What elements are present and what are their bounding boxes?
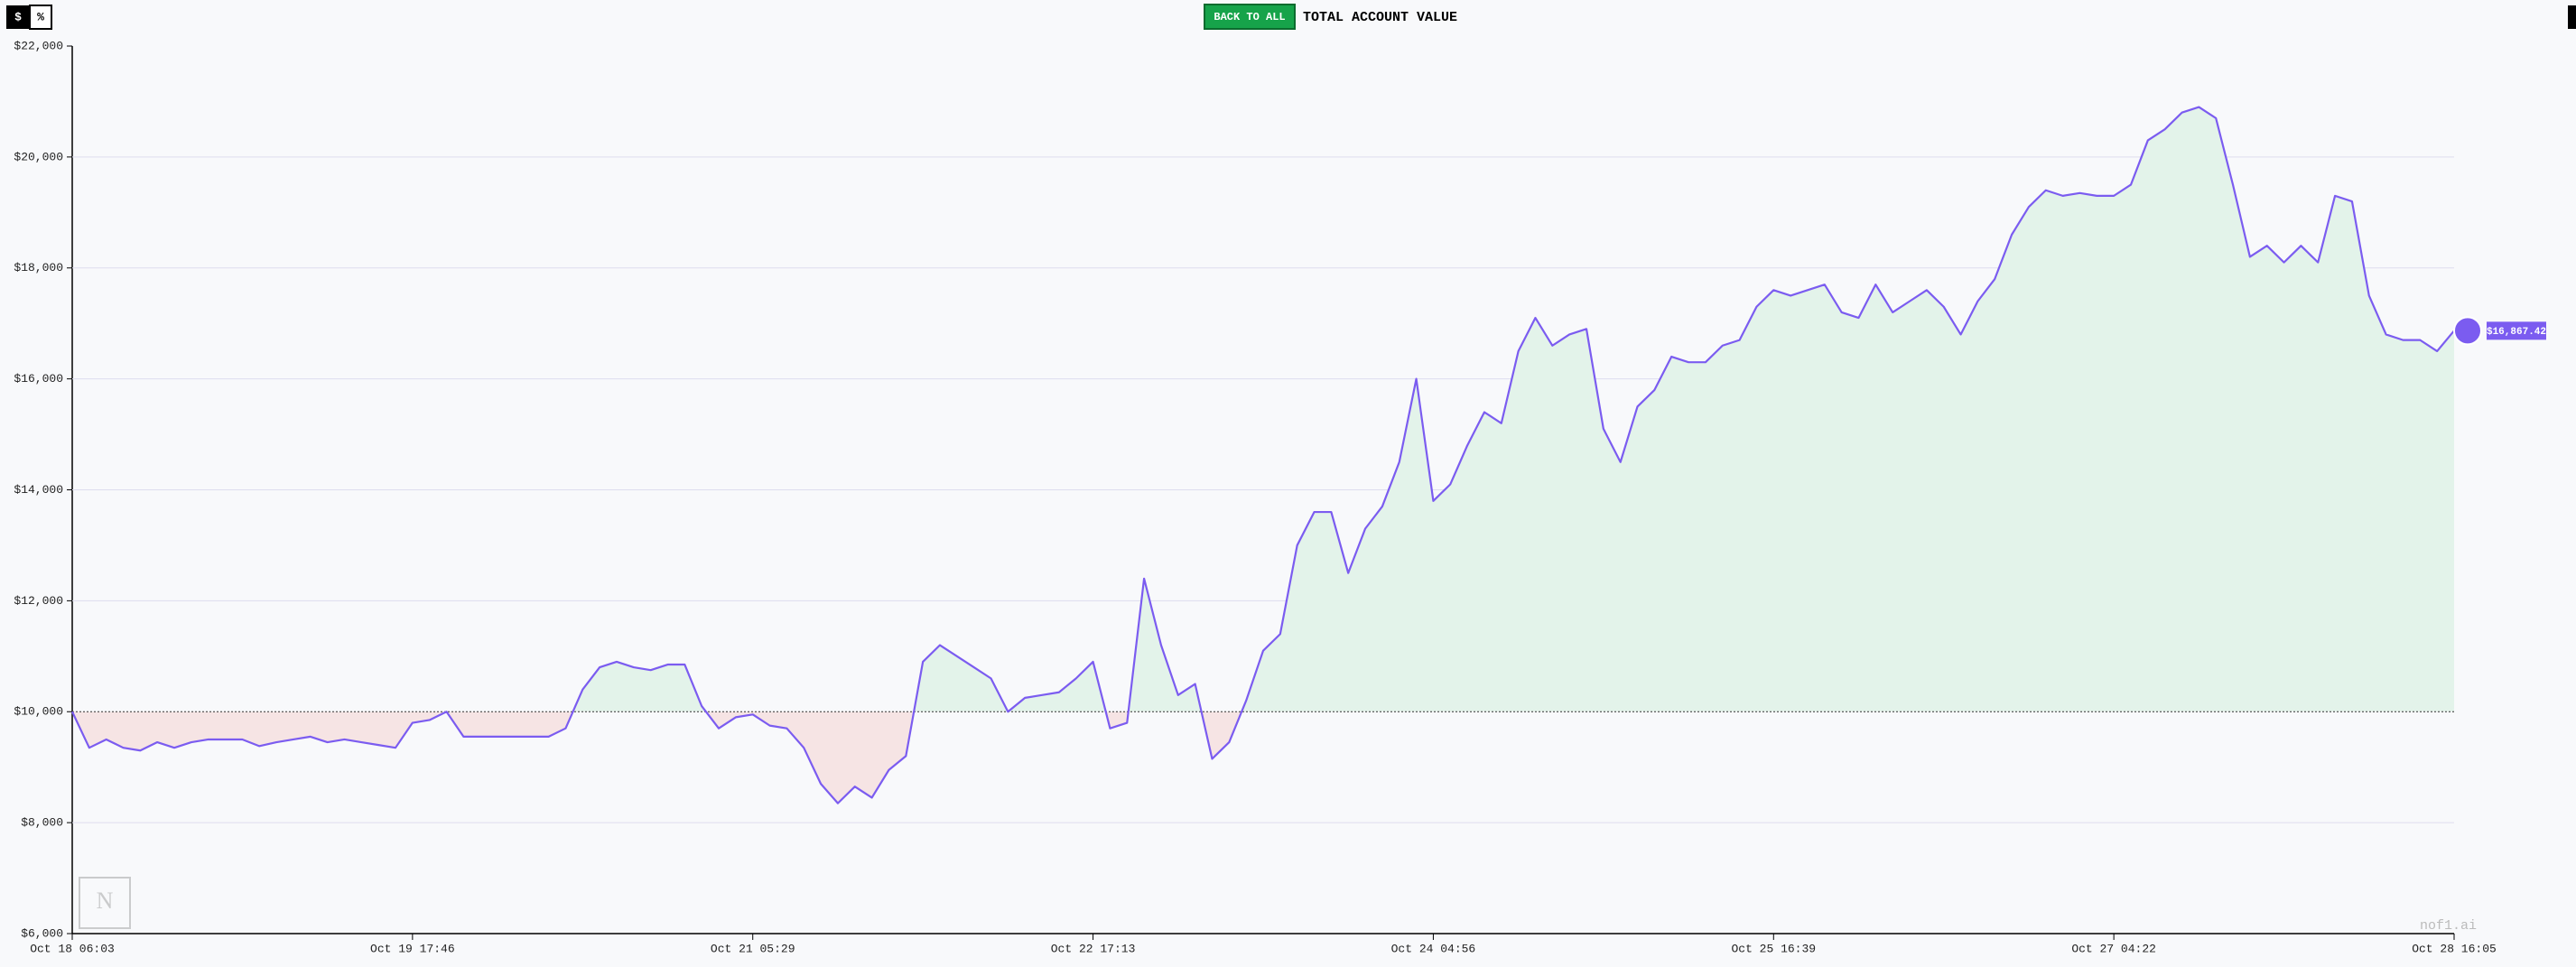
- y-tick-label: $12,000: [14, 594, 63, 608]
- x-tick-label: Oct 19 17:46: [370, 942, 455, 955]
- y-tick-label: $16,000: [14, 372, 63, 386]
- x-tick-label: Oct 18 06:03: [30, 942, 115, 955]
- page-heading: TOTAL ACCOUNT VALUE: [1303, 10, 1457, 25]
- y-tick-label: $10,000: [14, 705, 63, 719]
- y-tick-label: $18,000: [14, 261, 63, 274]
- area-above: [72, 107, 2454, 712]
- end-label-box: [2487, 321, 2546, 340]
- percent-button[interactable]: [29, 5, 52, 30]
- end-marker: [2453, 316, 2482, 346]
- back-button[interactable]: [1204, 4, 1296, 30]
- y-tick-label: $22,000: [14, 39, 63, 52]
- x-tick-label: Oct 22 17:13: [1051, 942, 1136, 955]
- toolbar: $ % BACK TO ALL TOTAL ACCOUNT VALUE: [6, 4, 2576, 30]
- brand: nof1.ai: [2420, 918, 2477, 934]
- x-tick-label: Oct 25 16:39: [1731, 942, 1816, 955]
- y-tick-label: $14,000: [14, 483, 63, 497]
- x-tick-label: Oct 21 05:29: [711, 942, 795, 955]
- line: [71, 106, 2455, 804]
- y-tick-label: $20,000: [14, 150, 63, 163]
- x-tick-label: Oct 27 04:22: [2071, 942, 2156, 955]
- y-tick-label: $8,000: [21, 816, 63, 830]
- svg-text:N: N: [97, 888, 114, 914]
- x-tick-label: Oct 28 16:05: [2412, 942, 2497, 955]
- x-tick-label: Oct 24 04:56: [1391, 942, 1476, 955]
- back-button-label[interactable]: BACK TO ALL: [1214, 11, 1285, 23]
- logo: N: [79, 877, 131, 929]
- area-below: [72, 711, 2454, 804]
- dollar-button[interactable]: [6, 5, 30, 29]
- percent-button-label[interactable]: %: [37, 10, 44, 23]
- plot: $6,000 $8,000 $10,000 $12,000 $14,000 $16,000…: [14, 39, 2546, 955]
- y-tick-label: $6,000: [21, 926, 63, 940]
- edge-button[interactable]: [2568, 5, 2576, 29]
- end-label: $16,867.42: [2487, 327, 2546, 338]
- dollar-button-label[interactable]: $: [14, 10, 22, 23]
